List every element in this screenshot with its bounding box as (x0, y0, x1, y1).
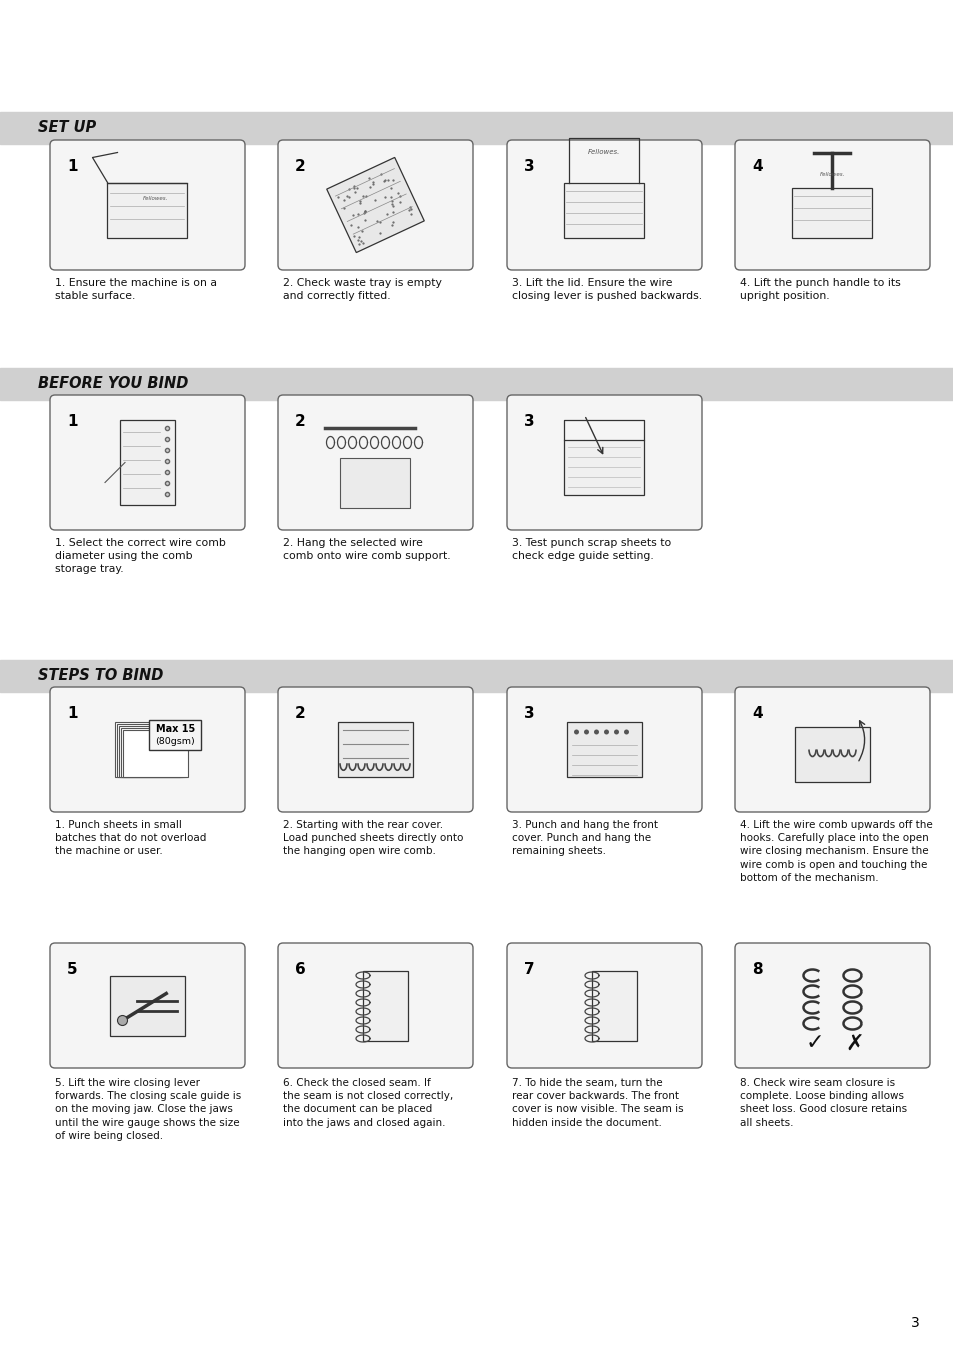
Text: 4: 4 (751, 159, 761, 174)
Circle shape (603, 729, 608, 734)
Bar (564, 182, 644, 238)
Text: Fellowes.: Fellowes. (588, 150, 620, 155)
Bar (108, 182, 188, 238)
Text: 2: 2 (294, 414, 305, 429)
FancyBboxPatch shape (506, 140, 701, 270)
Text: 2. Hang the selected wire
comb onto wire comb support.: 2. Hang the selected wire comb onto wire… (283, 539, 450, 562)
Text: 7: 7 (523, 963, 534, 977)
Text: 4. Lift the wire comb upwards off the
hooks. Carefully place into the open
wire : 4. Lift the wire comb upwards off the ho… (740, 819, 932, 883)
FancyBboxPatch shape (506, 944, 701, 1068)
Ellipse shape (0, 26, 953, 144)
Circle shape (574, 729, 578, 734)
Bar (566, 722, 641, 778)
Text: 3. Test punch scrap sheets to
check edge guide setting.: 3. Test punch scrap sheets to check edge… (512, 539, 671, 562)
Bar (363, 971, 408, 1041)
FancyBboxPatch shape (277, 944, 473, 1068)
Text: 4: 4 (751, 706, 761, 721)
Text: SET UP: SET UP (38, 120, 96, 135)
Text: 3: 3 (523, 159, 534, 174)
Bar (110, 976, 185, 1035)
Text: (80gsm): (80gsm) (155, 737, 195, 747)
Bar (150, 720, 201, 749)
Text: STEPS TO BIND: STEPS TO BIND (38, 668, 163, 683)
Bar (0, 369, 953, 400)
Text: Fellowes.: Fellowes. (142, 196, 168, 201)
Circle shape (117, 1015, 128, 1026)
Circle shape (614, 729, 618, 734)
Text: BEFORE YOU BIND: BEFORE YOU BIND (38, 377, 188, 392)
FancyBboxPatch shape (734, 140, 929, 270)
Bar (592, 971, 637, 1041)
Text: 3. Lift the lid. Ensure the wire
closing lever is pushed backwards.: 3. Lift the lid. Ensure the wire closing… (512, 278, 701, 301)
Text: 1: 1 (67, 414, 77, 429)
Text: 8. Check wire seam closure is
complete. Loose binding allows
sheet loss. Good cl: 8. Check wire seam closure is complete. … (740, 1079, 906, 1127)
Bar (340, 458, 410, 508)
FancyBboxPatch shape (50, 396, 245, 531)
Bar (115, 722, 180, 778)
Ellipse shape (0, 0, 953, 161)
Bar (123, 730, 188, 778)
Text: 1. Ensure the machine is on a
stable surface.: 1. Ensure the machine is on a stable sur… (55, 278, 216, 301)
Text: 5: 5 (67, 963, 77, 977)
FancyBboxPatch shape (50, 687, 245, 811)
Text: 3: 3 (910, 1316, 919, 1330)
Circle shape (623, 729, 628, 734)
Bar (564, 440, 644, 495)
Bar (0, 660, 953, 693)
FancyBboxPatch shape (734, 944, 929, 1068)
Bar (792, 188, 872, 238)
Text: 1. Punch sheets in small
batches that do not overload
the machine or user.: 1. Punch sheets in small batches that do… (55, 819, 206, 856)
Text: 1: 1 (67, 706, 77, 721)
FancyBboxPatch shape (277, 687, 473, 811)
Bar (0, 112, 953, 144)
FancyBboxPatch shape (734, 687, 929, 811)
Polygon shape (326, 158, 424, 252)
Text: 6: 6 (294, 963, 305, 977)
Text: 6. Check the closed seam. If
the seam is not closed correctly,
the document can : 6. Check the closed seam. If the seam is… (283, 1079, 453, 1127)
Bar (120, 420, 174, 505)
Text: 2. Check waste tray is empty
and correctly fitted.: 2. Check waste tray is empty and correct… (283, 278, 441, 301)
Text: 2: 2 (294, 706, 305, 721)
Bar (794, 728, 869, 782)
Text: ✓: ✓ (804, 1034, 823, 1053)
Text: 3: 3 (523, 414, 534, 429)
Text: 2. Starting with the rear cover.
Load punched sheets directly onto
the hanging o: 2. Starting with the rear cover. Load pu… (283, 819, 463, 856)
Text: 3. Punch and hang the front
cover. Punch and hang the
remaining sheets.: 3. Punch and hang the front cover. Punch… (512, 819, 658, 856)
Text: 8: 8 (751, 963, 761, 977)
Text: 1: 1 (67, 159, 77, 174)
Text: 3: 3 (523, 706, 534, 721)
Text: 2: 2 (294, 159, 305, 174)
Text: 1. Select the correct wire comb
diameter using the comb
storage tray.: 1. Select the correct wire comb diameter… (55, 539, 226, 574)
Ellipse shape (0, 59, 953, 140)
Circle shape (583, 729, 588, 734)
FancyBboxPatch shape (50, 944, 245, 1068)
Text: 7. To hide the seam, turn the
rear cover backwards. The front
cover is now visib: 7. To hide the seam, turn the rear cover… (512, 1079, 683, 1127)
Text: 5. Lift the wire closing lever
forwards. The closing scale guide is
on the movin: 5. Lift the wire closing lever forwards.… (55, 1079, 241, 1141)
FancyBboxPatch shape (506, 396, 701, 531)
FancyBboxPatch shape (277, 140, 473, 270)
Bar (337, 722, 413, 778)
FancyBboxPatch shape (277, 396, 473, 531)
FancyBboxPatch shape (506, 687, 701, 811)
Text: ✗: ✗ (844, 1034, 862, 1053)
Text: Fellowes.: Fellowes. (819, 171, 844, 177)
Bar (119, 726, 184, 778)
Bar (0, 0, 953, 105)
Circle shape (594, 729, 598, 734)
Text: 4. Lift the punch handle to its
upright position.: 4. Lift the punch handle to its upright … (740, 278, 900, 301)
Text: Max 15: Max 15 (155, 724, 195, 733)
FancyBboxPatch shape (50, 140, 245, 270)
Bar (117, 724, 182, 778)
Bar (121, 728, 186, 778)
